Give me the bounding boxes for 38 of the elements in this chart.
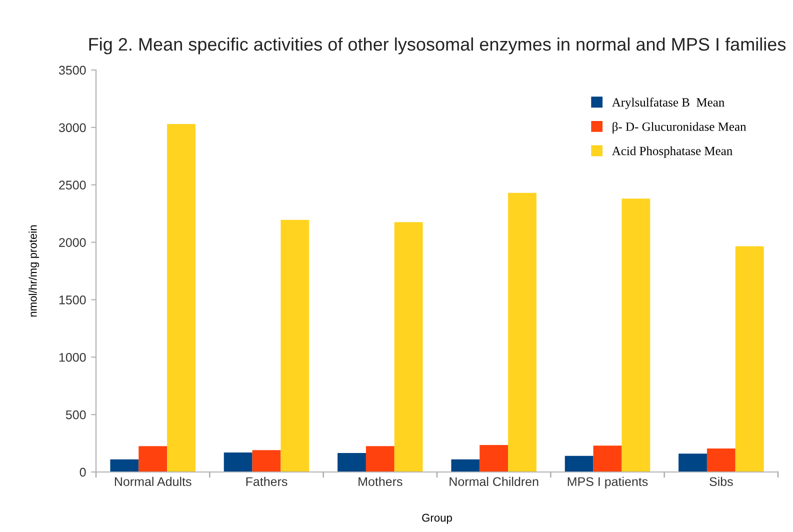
x-tick-label: Normal Adults (114, 476, 192, 486)
x-tick-label: Mothers (358, 476, 402, 486)
x-tick-label: Fathers (246, 476, 288, 486)
x-tick-label: Sibs (710, 476, 733, 486)
bar (138, 446, 168, 472)
bar (366, 446, 394, 472)
y-tick-label: 3500 (58, 66, 86, 75)
y-axis-title: nmol/hr/mg protein (28, 225, 40, 317)
y-tick-label: 1000 (59, 352, 86, 362)
x-tick-label: Normal Children (450, 476, 538, 486)
bar (394, 222, 423, 472)
bar (338, 453, 366, 472)
bar (252, 450, 281, 472)
bar (508, 192, 536, 472)
legend-label: β- D- Glucuronidase Mean (612, 122, 746, 134)
legend-label: Acid Phosphatase Mean (612, 146, 732, 158)
y-tick-label: 2000 (59, 238, 86, 247)
bar (706, 448, 736, 472)
bar (451, 459, 480, 472)
y-tick-label: 0 (80, 468, 86, 477)
bar (593, 446, 622, 472)
bar (564, 456, 594, 472)
x-axis-title: Group (422, 514, 452, 524)
bar (678, 454, 707, 472)
y-tick-label: 1500 (59, 296, 86, 304)
legend-label: Arylsulfatase B Mean (612, 98, 724, 110)
bar (480, 445, 508, 472)
bar (224, 452, 252, 472)
bar (735, 246, 764, 472)
bar (110, 459, 139, 472)
chart-title: Fig 2. Mean specific activities of other lysosomal enzymes in normal and MPS I families (89, 37, 786, 54)
y-tick-label: 2500 (59, 180, 86, 190)
y-tick-label: 500 (66, 410, 86, 420)
bar (167, 124, 196, 472)
y-tick-label: 3000 (58, 123, 86, 132)
bar (280, 220, 310, 472)
bar (622, 198, 650, 472)
x-tick-label: MPS I patients (568, 476, 648, 489)
